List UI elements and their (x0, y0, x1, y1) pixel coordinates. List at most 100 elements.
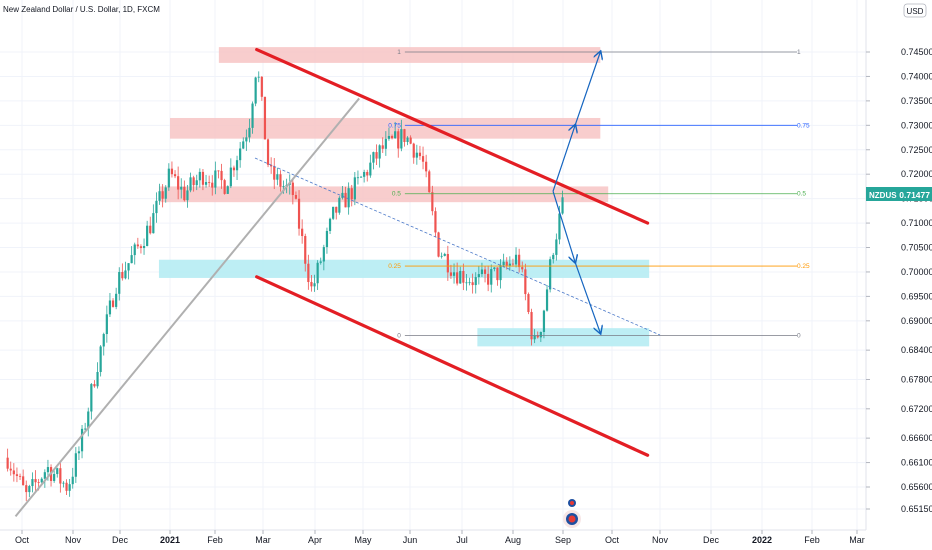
candle-body (421, 156, 425, 162)
candle-body (446, 253, 449, 273)
svg-text:USD: USD (907, 7, 924, 16)
x-tick-label: May (354, 535, 372, 545)
candle-body (384, 138, 387, 149)
candle-body (71, 476, 74, 485)
candle-body (223, 180, 226, 194)
candle-body (260, 76, 263, 97)
y-tick-label: 0.70500 (901, 243, 932, 253)
candle-body (31, 479, 34, 487)
candle-body (149, 225, 152, 234)
candle-body (189, 177, 192, 191)
candle-body (142, 246, 146, 249)
candle-body (418, 152, 422, 157)
candle-body (263, 96, 267, 140)
candle-body (229, 167, 232, 187)
candle-body (25, 485, 28, 493)
x-tick-label: Feb (207, 535, 223, 545)
x-axis[interactable]: Oct Nov Dec 2021 Feb Mar Apr May Jun Jul Aug Sep Oct… (15, 530, 865, 545)
candle-body (251, 103, 254, 128)
y-tick-label: 0.68400 (901, 345, 932, 355)
x-tick-label: Aug (505, 535, 521, 545)
candle-body (378, 145, 381, 159)
candle-body (347, 188, 350, 208)
candle-body (490, 269, 493, 285)
candle-body (412, 143, 415, 158)
candle-body (186, 190, 189, 201)
candle-body (118, 272, 121, 294)
x-tick-label: Oct (15, 535, 30, 545)
candle-body (18, 475, 22, 477)
candle-body (480, 269, 484, 275)
candle-body (545, 289, 549, 311)
candle-body (80, 428, 84, 452)
y-tick-label: 0.70000 (901, 267, 932, 277)
candle-body (483, 269, 487, 274)
candle-body (353, 177, 356, 200)
resistance-zone (218, 47, 601, 63)
candle-body (152, 213, 155, 234)
candle-body (518, 254, 521, 268)
candles (6, 71, 564, 502)
x-tick-label: Dec (112, 535, 129, 545)
candle-body (6, 457, 9, 469)
candle-body (530, 312, 533, 340)
candle-body (558, 213, 561, 240)
candle-body (344, 192, 347, 208)
y-tick-label: 0.66600 (901, 433, 932, 443)
projection-down-arrow-segment (574, 261, 600, 333)
candle-body (555, 239, 558, 255)
candle-body (369, 162, 372, 176)
candle-body (440, 255, 443, 257)
candle-body (248, 127, 251, 138)
candle-body (201, 171, 205, 185)
candle-body (102, 334, 105, 347)
y-axis[interactable]: 0.74500 0.74000 0.73500 0.73000 0.72500 0.720… (866, 47, 932, 514)
candle-body (96, 371, 99, 387)
candle-body (397, 131, 400, 149)
candle-body (542, 310, 546, 332)
candle-body (34, 479, 37, 483)
fib-level-label: 0.25 (388, 263, 401, 270)
candle-body (325, 230, 329, 248)
candle-body (130, 255, 133, 264)
y-tick-label: 0.73500 (901, 96, 932, 106)
price-tag: NZDUSD 0.71477 (866, 187, 932, 201)
candle-body (87, 411, 90, 429)
candle-body (74, 453, 77, 477)
candle-body (273, 166, 276, 180)
candle-body (220, 170, 223, 181)
candle-body (437, 232, 440, 257)
candle-body (239, 148, 242, 161)
candle-body (335, 206, 338, 213)
candle-body (521, 267, 524, 270)
y-tick-label: 0.65150 (901, 504, 932, 514)
candle-body (356, 177, 360, 179)
support-zone (158, 259, 650, 278)
candle-body (43, 472, 46, 479)
candle-body (394, 131, 397, 139)
candle-body (124, 270, 127, 279)
logo-icon (563, 499, 581, 528)
candle-body (301, 228, 304, 237)
currency-button[interactable]: USD (903, 3, 927, 18)
candle-body (452, 272, 456, 276)
candle-body (254, 77, 257, 104)
y-tick-label: 0.67800 (901, 374, 932, 384)
y-tick-label: 0.73000 (901, 120, 932, 130)
x-tick-label: Oct (605, 535, 620, 545)
candle-body (198, 171, 201, 181)
x-tick-label: Mar (255, 535, 271, 545)
candle-body (415, 152, 418, 158)
candle-body (552, 254, 555, 260)
candle-body (127, 263, 130, 271)
candle-body (471, 282, 474, 286)
candle-body (527, 294, 530, 313)
candle-body (77, 451, 81, 454)
candle-body (28, 486, 31, 493)
candle-body (366, 171, 369, 176)
candle-body (22, 476, 25, 486)
candle-body (350, 188, 353, 200)
candle-body (514, 254, 518, 265)
y-tick-label: 0.72500 (901, 145, 932, 155)
